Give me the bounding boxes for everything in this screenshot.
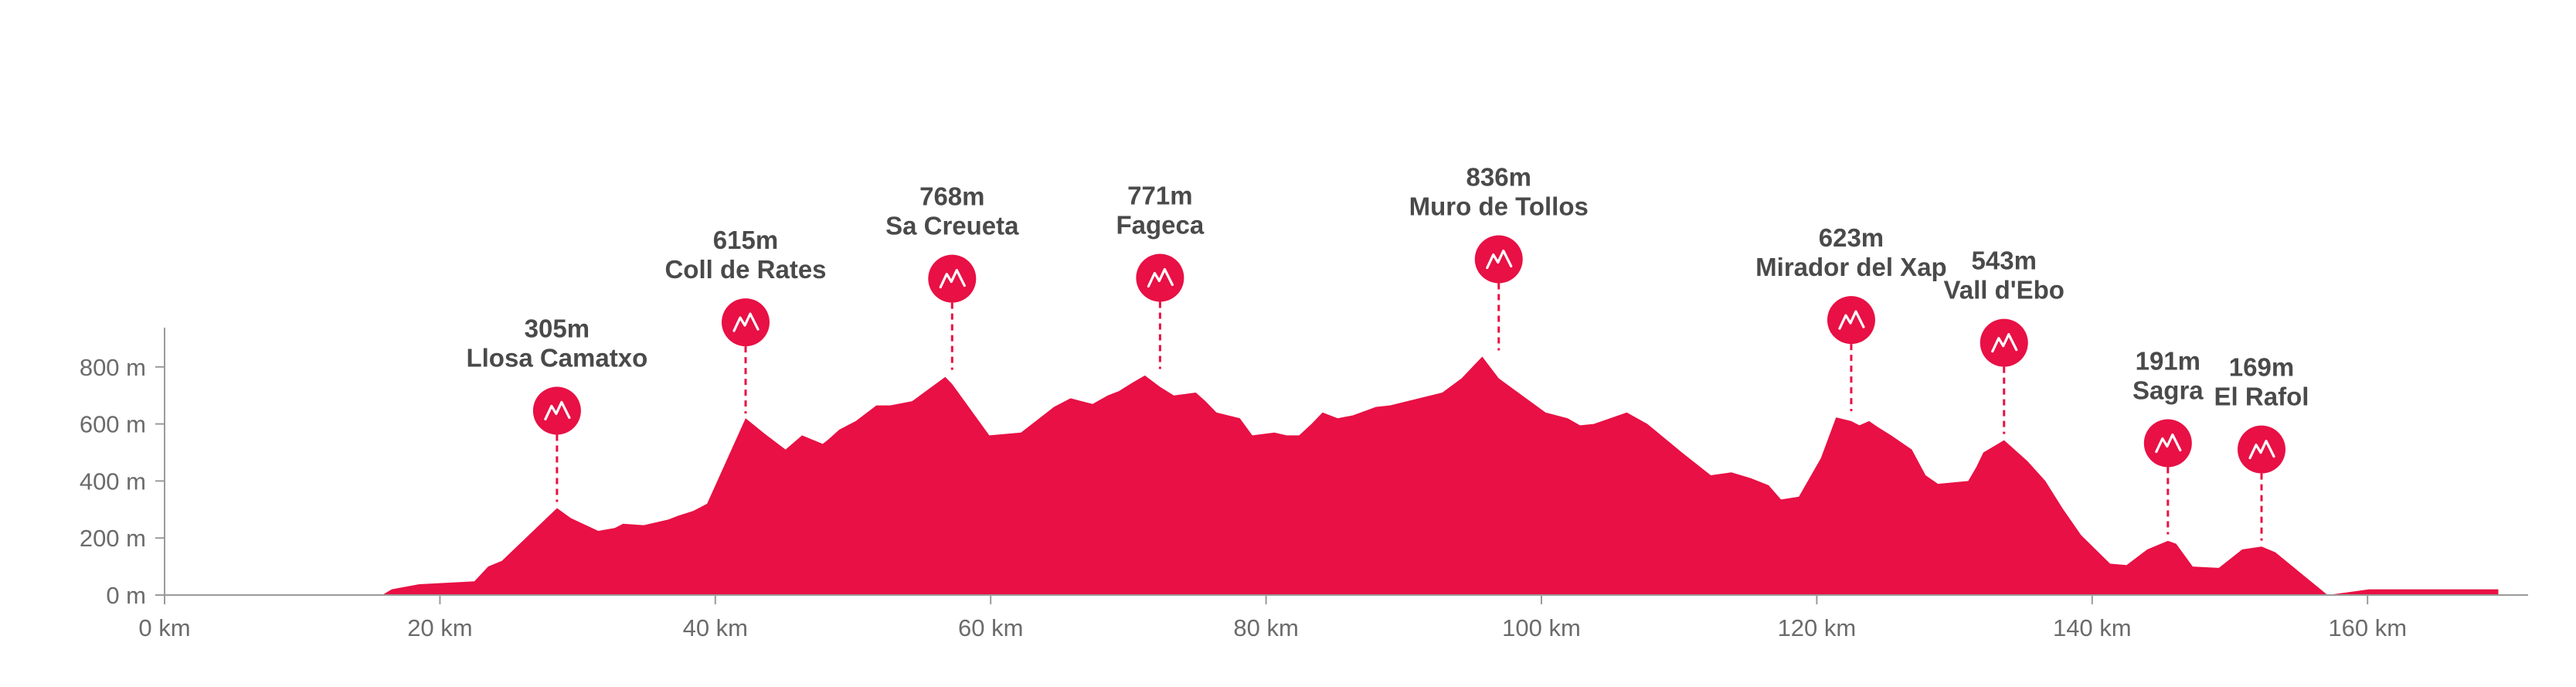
climb-name: Sagra	[2133, 376, 2204, 405]
climb-name: Llosa Camatxo	[466, 343, 647, 372]
mountain-icon	[939, 269, 966, 289]
climb-elevation: 169m	[2229, 353, 2294, 382]
climb-elevation: 768m	[919, 182, 984, 211]
x-tick-label: 60 km	[958, 614, 1023, 641]
climb-elevation: 543m	[1972, 247, 2037, 275]
mountain-icon	[1147, 267, 1174, 288]
climb-elevation: 771m	[1127, 182, 1192, 210]
mountain-icon	[544, 400, 571, 421]
mountain-icon	[1991, 333, 2018, 353]
x-tick-label: 80 km	[1233, 614, 1298, 641]
y-tick-label: 600 m	[80, 411, 146, 438]
climb-elevation: 623m	[1819, 223, 1884, 252]
x-tick-label: 0 km	[138, 614, 190, 641]
y-tick-label: 400 m	[80, 468, 146, 495]
y-tick-label: 0 m	[106, 582, 146, 609]
mountain-icon	[1838, 310, 1865, 330]
climb-name: Fageca	[1116, 211, 1205, 240]
climb-name: Mirador del Xap	[1755, 253, 1947, 281]
x-tick-label: 100 km	[1502, 614, 1581, 641]
x-tick-label: 140 km	[2053, 614, 2132, 641]
climb-elevation: 615m	[713, 226, 778, 254]
mountain-icon	[2155, 433, 2182, 454]
climb-name: Coll de Rates	[664, 255, 826, 284]
climb-elevation: 836m	[1466, 163, 1531, 192]
climb-elevation: 305m	[525, 314, 590, 342]
y-tick-label: 200 m	[80, 525, 146, 552]
mountain-icon	[1486, 249, 1513, 270]
climb-name: Sa Creueta	[885, 212, 1019, 240]
x-tick-label: 120 km	[1778, 614, 1857, 641]
x-tick-label: 40 km	[683, 614, 748, 641]
climb-name: Vall d'Ebo	[1944, 276, 2065, 304]
climb-name: Muro de Tollos	[1409, 192, 1589, 221]
climb-name: El Rafol	[2214, 383, 2309, 411]
climb-elevation: 191m	[2136, 347, 2200, 376]
x-tick-label: 20 km	[407, 614, 472, 641]
x-tick-label: 160 km	[2328, 614, 2407, 641]
mountain-icon	[2248, 440, 2275, 460]
y-tick-label: 800 m	[80, 354, 146, 381]
mountain-icon	[732, 312, 760, 332]
elevation-area	[165, 356, 2499, 595]
